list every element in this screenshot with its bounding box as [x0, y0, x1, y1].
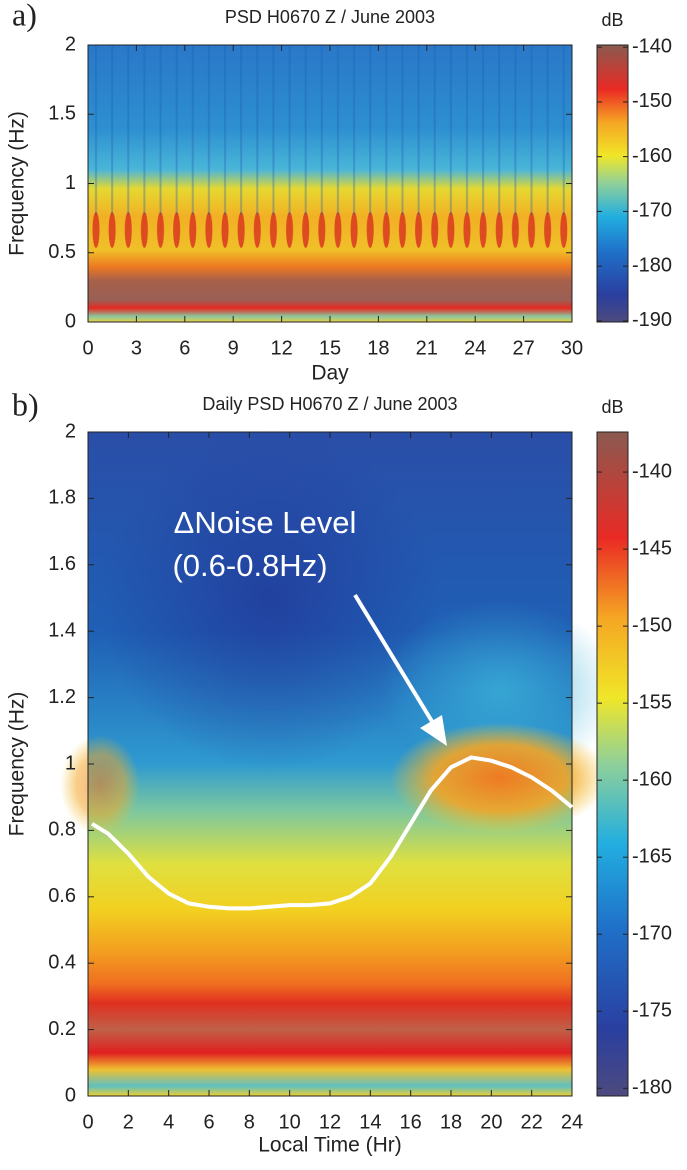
colorbar-tick-label: -160 [632, 768, 672, 790]
colorbar-label: dB [601, 397, 623, 417]
x-axis-label: Day [311, 362, 349, 385]
colorbar-a [597, 45, 628, 322]
x-tick-label: 9 [228, 337, 239, 359]
colorbar-tick-label: -165 [632, 845, 672, 867]
colorbar-label: dB [601, 10, 623, 30]
panel-label: a) [12, 0, 37, 32]
x-tick-label: 6 [203, 1111, 214, 1133]
x-tick-label: 24 [464, 337, 486, 359]
y-tick-label: 1 [65, 752, 76, 774]
colorbar-tick-label: -190 [632, 309, 672, 331]
arrow-head [420, 715, 447, 746]
colorbar-tick-label: -140 [632, 460, 672, 482]
arrow-shaft [353, 593, 438, 730]
colorbar-tick-label: -155 [632, 691, 672, 713]
x-tick-label: 6 [179, 337, 190, 359]
y-tick-label: 0 [65, 310, 76, 332]
y-tick-label: 1.6 [48, 553, 76, 575]
y-tick-label: 2 [65, 420, 76, 442]
y-axis-label: Frequency (Hz) [6, 111, 29, 256]
y-tick-label: 1.4 [48, 619, 76, 641]
annotation: ΔNoise Level [174, 505, 357, 540]
y-tick-label: 2 [65, 33, 76, 55]
x-tick-label: 3 [131, 337, 142, 359]
x-tick-label: 8 [244, 1111, 255, 1133]
x-tick-label: 15 [319, 337, 341, 359]
x-tick-label: 12 [270, 337, 292, 359]
colorbar-frame [596, 44, 629, 323]
colorbar-b [597, 432, 628, 1096]
y-tick-label: 0.8 [48, 819, 76, 841]
heatmap-a [88, 45, 572, 322]
y-tick-label: 0 [65, 1084, 76, 1106]
x-axis-label: Local Time (Hr) [258, 1134, 402, 1157]
x-tick-label: 30 [561, 337, 583, 359]
x-tick-label: 27 [512, 337, 534, 359]
y-tick-label: 0.2 [48, 1018, 76, 1040]
x-tick-label: 0 [82, 337, 93, 359]
x-tick-label: 24 [561, 1111, 583, 1133]
y-tick-label: 1.8 [48, 487, 76, 509]
x-tick-label: 10 [279, 1111, 301, 1133]
x-tick-label: 18 [440, 1111, 462, 1133]
x-tick-label: 22 [521, 1111, 543, 1133]
x-tick-label: 4 [163, 1111, 174, 1133]
colorbar-tick-label: -160 [632, 145, 672, 167]
chart-title: PSD H0670 Z / June 2003 [225, 7, 435, 27]
heatmap-b [60, 430, 620, 1096]
x-tick-label: 16 [400, 1111, 422, 1133]
colorbar-frame [596, 431, 629, 1097]
colorbar-tick-label: -170 [632, 200, 672, 222]
y-axis-label: Frequency (Hz) [6, 692, 29, 837]
colorbar-tick-label: -150 [632, 90, 672, 112]
colorbar-tick-label: -180 [632, 1077, 672, 1099]
y-tick-label: 1.5 [48, 103, 76, 125]
colorbar-tick-label: -180 [632, 254, 672, 276]
noise-level-curve [90, 755, 574, 911]
colorbar-tick-label: -145 [632, 537, 672, 559]
chart-title: Daily PSD H0670 Z / June 2003 [202, 394, 457, 414]
y-tick-label: 1 [65, 172, 76, 194]
x-tick-label: 18 [367, 337, 389, 359]
x-tick-label: 2 [123, 1111, 134, 1133]
colorbar-tick-label: -170 [632, 923, 672, 945]
annotation: (0.6-0.8Hz) [172, 548, 327, 583]
x-tick-label: 21 [416, 337, 438, 359]
colorbar-tick-label: -150 [632, 614, 672, 636]
y-tick-label: 0.5 [48, 241, 76, 263]
x-tick-label: 0 [82, 1111, 93, 1133]
x-tick-label: 14 [359, 1111, 381, 1133]
y-tick-label: 0.4 [48, 951, 76, 973]
x-tick-label: 12 [319, 1111, 341, 1133]
y-tick-label: 0.6 [48, 885, 76, 907]
panel-label: b) [12, 386, 39, 422]
colorbar-tick-label: -140 [632, 35, 672, 57]
x-tick-label: 20 [480, 1111, 502, 1133]
y-tick-label: 1.2 [48, 686, 76, 708]
colorbar-tick-label: -175 [632, 1000, 672, 1022]
